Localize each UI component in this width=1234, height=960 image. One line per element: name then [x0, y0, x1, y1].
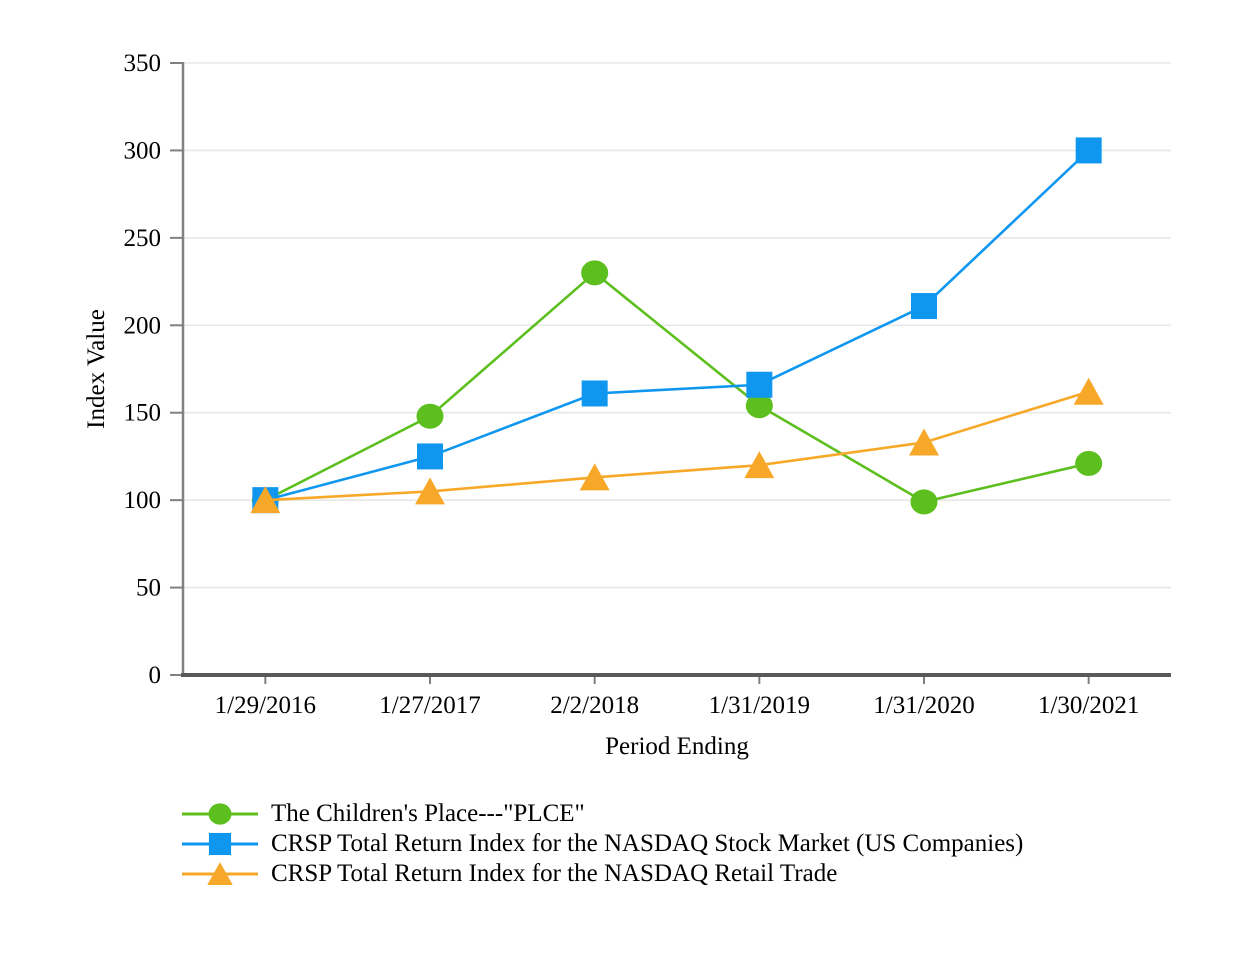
legend-label-2: CRSP Total Return Index for the NASDAQ R… [271, 860, 838, 887]
x-tick-label-1: 1/27/2017 [379, 692, 480, 719]
x-tick-label-4: 1/31/2020 [873, 692, 974, 719]
series-0-marker-1 [416, 403, 444, 429]
y-tick-label-350: 350 [124, 50, 162, 77]
y-tick-label-50: 50 [136, 575, 161, 602]
series-2-marker-4 [909, 428, 939, 456]
series-2-marker-0 [250, 486, 281, 514]
y-axis-title: Index Value [83, 309, 110, 429]
y-tick-label-250: 250 [124, 225, 162, 252]
series-0-marker-5 [1075, 450, 1103, 476]
series-1-marker-3 [746, 371, 773, 398]
series-1-marker-1 [417, 443, 443, 470]
x-tick-label-3: 1/31/2019 [709, 692, 810, 719]
series-1-marker-5 [1075, 137, 1102, 164]
legend-label-1: CRSP Total Return Index for the NASDAQ S… [271, 830, 1024, 857]
y-tick-label-200: 200 [124, 312, 162, 339]
series-line-1 [264, 149, 1090, 502]
legend-item-0: The Children's Place---"PLCE" [180, 799, 1023, 829]
legend-swatch-circle-icon [182, 803, 258, 825]
legend-marker-2 [207, 862, 233, 886]
series-2-marker-5 [1073, 377, 1104, 405]
y-tick-label-0: 0 [149, 662, 162, 689]
legend-swatch-square-icon [182, 832, 258, 856]
series-2-marker-3 [744, 451, 775, 479]
y-tick-label-100: 100 [124, 487, 162, 514]
series-0-marker-3 [745, 393, 773, 419]
legend-marker-0 [208, 803, 232, 825]
series-line-0 [264, 271, 1089, 504]
legend-item-1: CRSP Total Return Index for the NASDAQ S… [180, 829, 1023, 859]
x-axis-title: Period Ending [605, 733, 749, 760]
series-2-marker-1 [415, 477, 445, 505]
y-tick-label-150: 150 [124, 400, 162, 427]
legend-swatch-triangle-icon [182, 862, 258, 886]
chart-legend: The Children's Place---"PLCE" CRSP Total … [180, 799, 1023, 889]
legend-item-2: CRSP Total Return Index for the NASDAQ R… [180, 859, 1023, 889]
series-line-2 [265, 390, 1090, 502]
series-1-marker-4 [911, 293, 937, 320]
x-tick-label-0: 1/29/2016 [215, 692, 316, 719]
y-tick-label-300: 300 [124, 137, 162, 164]
x-tick-label-5: 1/30/2021 [1038, 692, 1139, 719]
series-2-marker-2 [579, 463, 610, 491]
legend-marker-1 [208, 832, 232, 856]
legend-label-0: The Children's Place---"PLCE" [271, 800, 585, 827]
series-0-marker-2 [581, 260, 609, 286]
series-1-marker-2 [581, 380, 608, 407]
series-0-marker-4 [910, 489, 938, 515]
x-tick-label-2: 2/2/2018 [550, 692, 639, 719]
